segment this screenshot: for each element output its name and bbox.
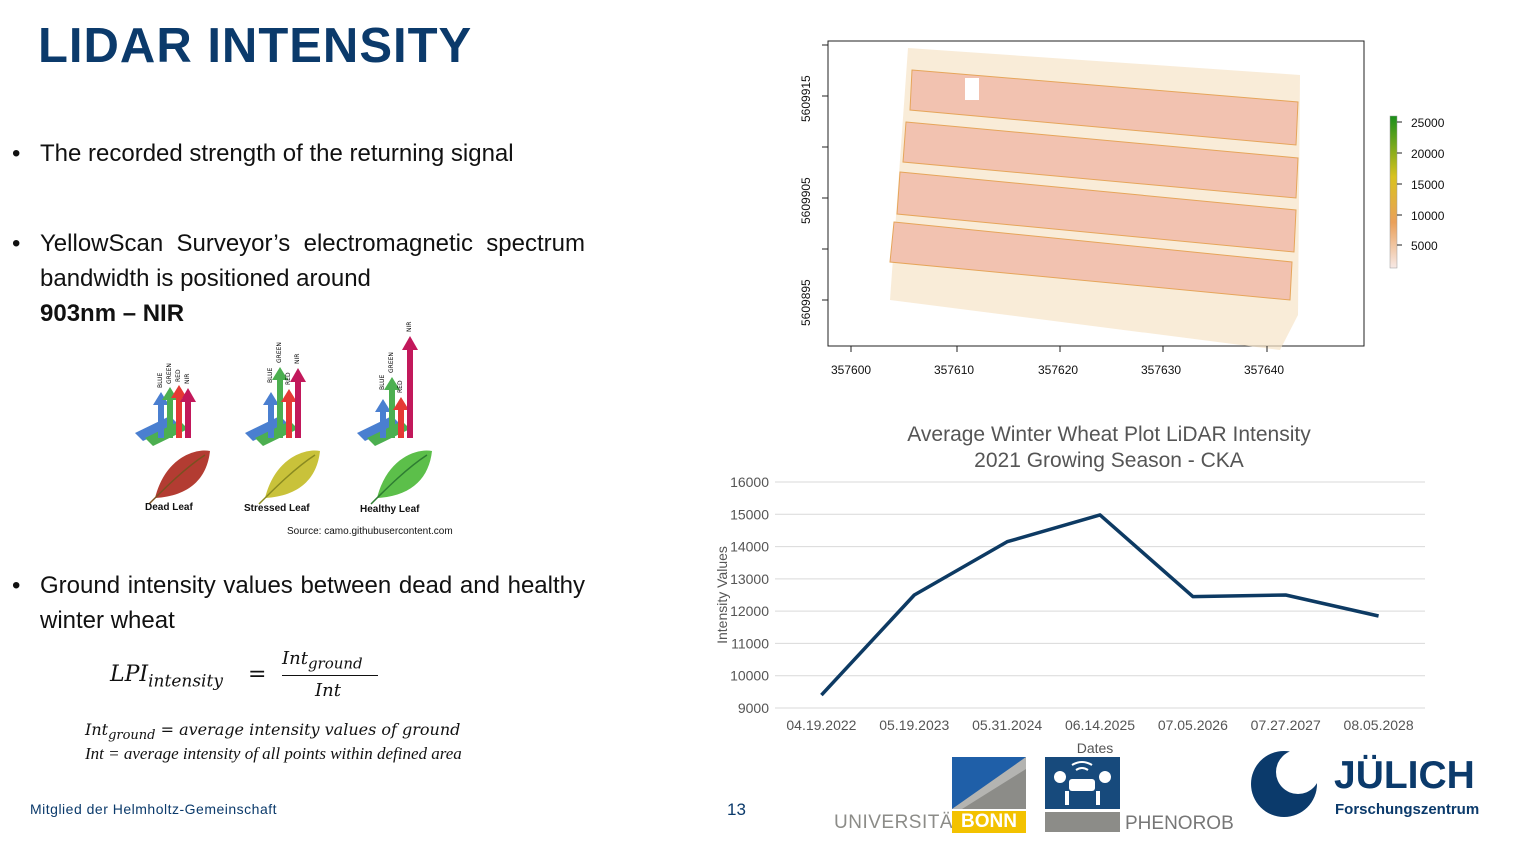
map-y-tick: 5609895 xyxy=(799,279,813,326)
map-x-tick: 357620 xyxy=(1038,363,1078,377)
plot-row xyxy=(909,69,1299,146)
phenorob-plant-icon xyxy=(1054,761,1111,805)
chart-title-line2: 2021 Growing Season - CKA xyxy=(974,449,1244,472)
plot-rows xyxy=(889,69,1299,301)
arrow-label-red: RED xyxy=(285,372,292,385)
footer-helmholtz: Mitglied der Helmholtz-Gemeinschaft xyxy=(30,801,278,817)
bullet-bandwidth: • YellowScan Surveyor’s electromagnetic … xyxy=(12,226,585,336)
plot-row xyxy=(902,121,1299,199)
chart-series-line xyxy=(820,513,1379,697)
arrow-label-green: GREEN xyxy=(166,363,173,384)
lpi-formula: LPIintensity = Intground Int xyxy=(110,648,410,708)
chart-y-label: Intensity Values xyxy=(714,546,730,644)
formula-equals: = xyxy=(248,662,267,687)
chart-x-tick-label: 04.19.2022 xyxy=(786,717,856,733)
bonn-emblem-icon xyxy=(952,757,1026,809)
formula-lhs: LPIintensity xyxy=(110,662,223,692)
julich-logo: JÜLICH Forschungszentrum xyxy=(1248,750,1498,820)
map-x-tick: 357630 xyxy=(1141,363,1181,377)
map-x-tick: 357600 xyxy=(831,363,871,377)
intensity-line-chart: Average Winter Wheat Plot LiDAR Intensit… xyxy=(714,423,1425,756)
map-x-tick: 357640 xyxy=(1244,363,1284,377)
chart-x-ticks: 04.19.2022 05.19.2023 05.31.2024 06.14.2025… xyxy=(786,717,1413,733)
dead-leaf-label: Dead Leaf xyxy=(145,502,193,513)
arrow-label-blue: BLUE xyxy=(379,374,386,390)
arrow-label-green: GREEN xyxy=(388,352,395,373)
bullet-dot: • xyxy=(12,230,21,257)
arrow-label-green: GREEN xyxy=(276,342,283,363)
fraction-bar xyxy=(282,675,378,676)
chart-y-tick-label: 14000 xyxy=(730,539,769,555)
bullet-ground-intensity: • Ground intensity values between dead a… xyxy=(12,568,585,640)
arrow-label-nir: NIR xyxy=(406,322,413,332)
plot-row xyxy=(896,171,1297,253)
leaf-reflectance-illustration: BLUE GREEN RED NIR BLUE GREEN RED NIR xyxy=(135,322,432,505)
colorbar-ticks xyxy=(1397,121,1402,246)
chart-x-label: Dates xyxy=(1077,740,1114,756)
arrow-label-nir: NIR xyxy=(184,374,191,384)
bullet-dot: • xyxy=(12,140,21,167)
stressed-leaf-label: Stressed Leaf xyxy=(244,503,310,514)
figure-source: Source: camo.githubusercontent.com xyxy=(287,526,453,537)
arrow-label-red: RED xyxy=(397,380,404,393)
lidar-intensity-map: 357600 357610 357620 357630 357640 56099… xyxy=(799,40,1445,377)
julich-subtext: Forschungszentrum xyxy=(1335,801,1480,818)
colorbar-label: 15000 xyxy=(1411,178,1445,192)
chart-x-tick-label: 05.31.2024 xyxy=(972,717,1042,733)
map-x-tick: 357610 xyxy=(934,363,974,377)
leaf-reflectance-figure: BLUE GREEN RED NIR BLUE GREEN RED NIR xyxy=(125,318,485,540)
page-number: 13 xyxy=(727,800,746,819)
definition-int: Int = average intensity of all points wi… xyxy=(85,744,462,763)
colorbar-label: 5000 xyxy=(1411,239,1438,253)
chart-x-tick-label: 08.05.2028 xyxy=(1344,717,1414,733)
map-y-tick: 5609915 xyxy=(799,75,813,122)
slide-title: LIDAR INTENSITY xyxy=(38,19,473,73)
chart-y-tick-label: 11000 xyxy=(731,635,769,651)
arrow-label-nir: NIR xyxy=(294,354,301,364)
healthy-leaf-label: Healthy Leaf xyxy=(360,504,420,515)
chart-y-tick-label: 10000 xyxy=(730,668,769,684)
missing-patch xyxy=(965,78,979,100)
chart-y-tick-label: 12000 xyxy=(730,603,769,619)
chart-y-ticks: 16000 15000 14000 13000 12000 11000 10000 9000 xyxy=(730,474,769,716)
map-axis-ticks xyxy=(822,44,1268,352)
map-colorbar xyxy=(1389,115,1398,269)
julich-text: JÜLICH xyxy=(1334,754,1475,797)
chart-y-tick-label: 15000 xyxy=(730,506,769,522)
arrow-label-blue: BLUE xyxy=(157,372,164,388)
bullet-text: Ground intensity values between dead and… xyxy=(40,572,585,634)
colorbar-label: 10000 xyxy=(1411,209,1445,223)
bandwidth-value: 903nm – NIR xyxy=(40,300,185,327)
definition-int-ground: Intground = average intensity values of … xyxy=(85,720,461,744)
bullet-text: The recorded strength of the returning s… xyxy=(40,140,514,167)
chart-x-tick-label: 06.14.2025 xyxy=(1065,717,1135,733)
university-bonn-logo: UNIVERSITÄT BONN xyxy=(834,757,1029,837)
map-y-tick: 5609905 xyxy=(799,177,813,224)
bullet-text: YellowScan Surveyor’s electromagnetic sp… xyxy=(40,230,585,292)
bullet-dot: • xyxy=(12,572,21,599)
julich-emblem-icon xyxy=(1251,750,1320,817)
colorbar-label: 25000 xyxy=(1411,116,1445,130)
phenorob-barcode xyxy=(1045,812,1120,832)
chart-y-tick-label: 16000 xyxy=(730,474,769,490)
bonn-text-highlight: BONN xyxy=(952,811,1026,833)
formula-denominator: Int xyxy=(315,680,341,701)
formula-numerator: Intground xyxy=(282,648,363,673)
chart-y-tick-label: 13000 xyxy=(730,571,769,587)
chart-y-tick-label: 9000 xyxy=(738,700,769,716)
chart-x-tick-label: 05.19.2023 xyxy=(879,717,949,733)
phenorob-logo: PHENOROB xyxy=(1045,757,1234,837)
colorbar-label: 20000 xyxy=(1411,147,1445,161)
phenorob-text: PHENOROB xyxy=(1125,813,1234,834)
chart-gridlines xyxy=(775,481,1425,709)
plot-row xyxy=(889,221,1293,301)
bonn-text: UNIVERSITÄT xyxy=(834,812,966,833)
arrow-label-blue: BLUE xyxy=(267,367,274,383)
chart-title-line1: Average Winter Wheat Plot LiDAR Intensit… xyxy=(907,423,1311,446)
arrow-label-red: RED xyxy=(175,369,182,382)
chart-x-tick-label: 07.05.2026 xyxy=(1158,717,1228,733)
chart-x-tick-label: 07.27.2027 xyxy=(1251,717,1321,733)
